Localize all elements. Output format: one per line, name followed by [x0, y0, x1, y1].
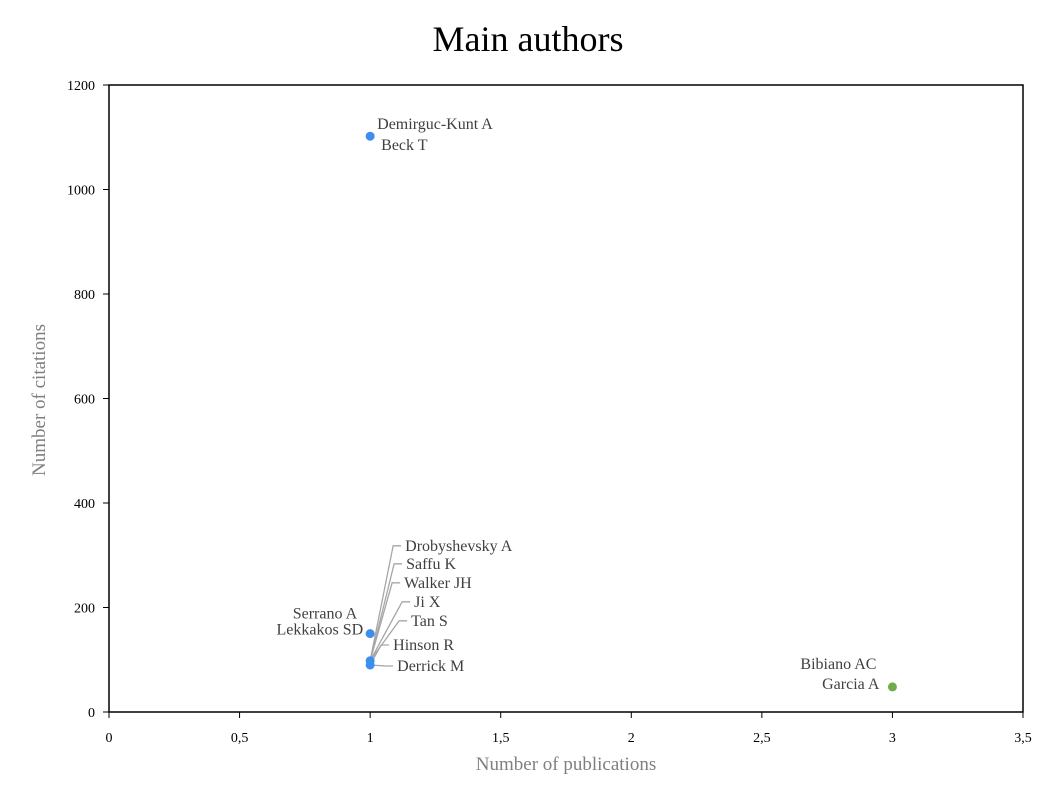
point-label: Serrano A [293, 606, 358, 623]
y-tick-label: 800 [74, 288, 95, 303]
y-tick-label: 1000 [67, 184, 95, 199]
x-tick-label: 2 [628, 731, 635, 746]
point-label: Ji X [414, 594, 441, 611]
data-point [365, 131, 375, 141]
point-label: Demirguc-Kunt A [377, 116, 493, 133]
leader-line [369, 582, 401, 661]
x-tick-label: 3 [889, 731, 896, 746]
y-tick-label: 400 [74, 497, 95, 512]
y-tick-label: 200 [74, 602, 95, 617]
data-point [365, 660, 375, 670]
point-label: Walker JH [404, 575, 472, 592]
point-label: Beck T [381, 137, 428, 154]
plot-frame [108, 84, 1024, 713]
data-point [365, 629, 375, 639]
leader-line [370, 664, 394, 667]
axes [103, 84, 1024, 718]
y-axis-title: Number of citations [29, 324, 50, 476]
leader-line [369, 563, 403, 661]
point-label: Hinson R [393, 637, 454, 654]
point-label: Garcia A [822, 676, 880, 693]
chart-title: Main authors [433, 19, 624, 59]
tick-labels: 0 0,5 1 1,5 2 2,5 3 3,5 0 200 400 600 800 1000 1200 [67, 79, 1032, 746]
leader-line [369, 545, 402, 661]
x-tick-label: 3,5 [1014, 731, 1032, 746]
point-label: Lekkakos SD [276, 622, 363, 639]
data-point [887, 682, 897, 692]
y-tick-label: 600 [74, 393, 95, 408]
point-label: Tan S [411, 613, 448, 630]
x-tick-label: 0 [106, 731, 113, 746]
x-axis-title: Number of publications [476, 754, 656, 775]
point-label: Derrick M [397, 658, 464, 675]
x-tick-label: 0,5 [231, 731, 249, 746]
y-tick-label: 1200 [67, 79, 95, 94]
y-tick-label: 0 [88, 706, 95, 721]
point-label: Drobyshevsky A [405, 538, 513, 555]
point-label: Saffu K [406, 556, 456, 573]
x-tick-label: 2,5 [753, 731, 771, 746]
leader-line [369, 601, 411, 662]
data-points [365, 131, 897, 692]
x-tick-label: 1,5 [492, 731, 510, 746]
x-tick-label: 1 [367, 731, 374, 746]
point-label: Bibiano AC [800, 656, 876, 673]
